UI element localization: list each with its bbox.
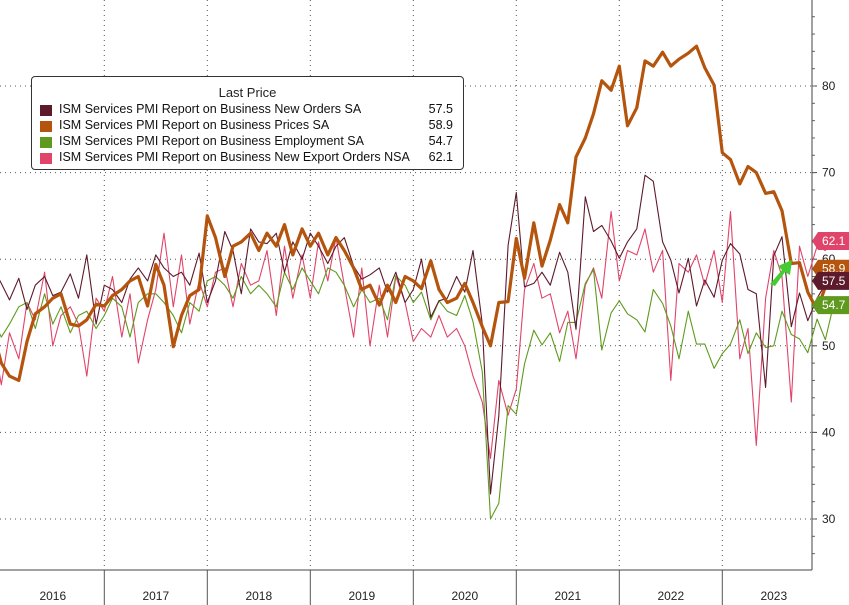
series-line-2 [0,267,835,520]
tick-label-y-70: 70 [822,166,836,180]
tick-label-x-2016: 2016 [39,589,66,603]
series-line-0 [0,174,834,495]
legend-label-employment: ISM Services PMI Report on Business Empl… [59,134,364,148]
annotation-arrow [770,260,792,286]
legend-label-new-export-orders: ISM Services PMI Report on Business New … [59,150,410,164]
tick-label-y-30: 30 [822,512,836,526]
tick-label-x-2017: 2017 [142,589,169,603]
legend-value-prices: 58.9 [428,118,453,132]
legend: Last Price ISM Services PMI Report on Bu… [31,76,464,170]
legend-label-new-orders: ISM Services PMI Report on Business New … [59,102,362,116]
last-value-tag-2: 54.7 [812,296,849,315]
legend-swatch-new-orders [40,105,52,116]
tick-label-x-2019: 2019 [348,589,375,603]
last-value-tag-3: 62.1 [812,232,849,251]
tick-label-x-2021: 2021 [554,589,581,603]
legend-swatch-new-export-orders [40,153,52,164]
legend-value-new-orders: 57.5 [428,102,453,116]
legend-item-new-orders: ISM Services PMI Report on Business New … [38,102,457,118]
last-value-label-2: 54.7 [822,298,846,312]
tick-label-y-80: 80 [822,79,836,93]
legend-item-employment: ISM Services PMI Report on Business Empl… [38,134,457,150]
legend-label-prices: ISM Services PMI Report on Business Pric… [59,118,330,132]
last-value-label-0: 57.5 [822,274,846,288]
tick-label-x-2018: 2018 [245,589,272,603]
legend-value-new-export-orders: 62.1 [428,150,453,164]
last-value-tag-0: 57.5 [812,271,849,290]
legend-swatch-prices [40,121,52,132]
series-line-1 [0,44,835,382]
last-value-label-3: 62.1 [822,234,846,248]
tick-label-y-50: 50 [822,339,836,353]
legend-value-employment: 54.7 [428,134,453,148]
series-line-3 [0,211,834,459]
legend-item-prices: ISM Services PMI Report on Business Pric… [38,118,457,134]
tick-label-x-2023: 2023 [760,589,787,603]
legend-swatch-employment [40,137,52,148]
tick-label-y-40: 40 [822,425,836,439]
tick-label-x-2022: 2022 [657,589,684,603]
legend-title: Last Price [218,85,277,100]
tick-label-x-2020: 2020 [451,589,478,603]
legend-item-new-export-orders: ISM Services PMI Report on Business New … [38,150,457,166]
